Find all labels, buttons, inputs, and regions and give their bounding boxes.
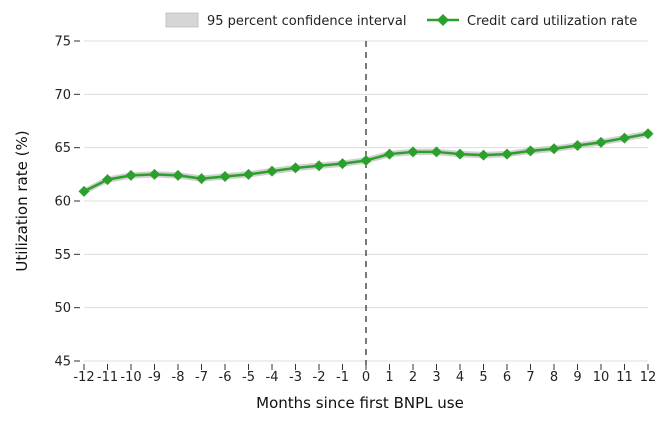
legend-series-marker-icon — [437, 14, 449, 26]
data-point-marker — [619, 132, 630, 144]
x-tick-label: -3 — [289, 370, 302, 385]
y-tick-label: 50 — [54, 301, 71, 316]
data-point-marker — [431, 146, 442, 158]
y-axis: 45 50 55 60 65 70 75 — [54, 35, 80, 370]
data-point-marker — [172, 169, 184, 181]
x-tick-label: 11 — [616, 370, 633, 385]
data-point-marker — [360, 154, 372, 166]
marker-layer — [78, 128, 654, 197]
data-point-marker — [219, 170, 231, 182]
data-point-marker — [384, 148, 395, 160]
data-point-marker — [407, 146, 419, 158]
x-tick-label: -8 — [172, 370, 185, 385]
x-tick-label: 12 — [640, 370, 657, 385]
data-point-marker — [243, 168, 254, 180]
x-tick-label: -6 — [219, 370, 232, 385]
data-point-marker — [572, 140, 583, 152]
legend: 95 percent confidence interval Credit ca… — [165, 12, 637, 29]
data-point-marker — [642, 128, 654, 140]
data-point-marker — [78, 185, 90, 197]
x-tick-label: 6 — [503, 370, 511, 385]
legend-band-swatch — [165, 12, 199, 28]
x-tick-label: -9 — [148, 370, 161, 385]
x-tick-label: 4 — [456, 370, 464, 385]
data-point-marker — [337, 158, 348, 170]
x-tick-label: 3 — [432, 370, 440, 385]
data-point-marker — [102, 174, 113, 186]
x-axis: -12 -11 -10 -9 -8 -7 -6 -5 -4 -3 -2 -1 0 1 2 3 4 5 6 7 8 9 10 1… — [73, 364, 656, 385]
x-tick-label: 8 — [550, 370, 558, 385]
y-tick-label: 45 — [54, 355, 71, 370]
x-tick-label: 2 — [409, 370, 417, 385]
data-point-marker — [125, 169, 137, 181]
x-tick-label: -2 — [313, 370, 326, 385]
legend-series-label: Credit card utilization rate — [467, 14, 637, 29]
y-tick-label: 60 — [54, 195, 71, 210]
x-tick-label: -12 — [73, 370, 94, 385]
x-tick-label: 1 — [385, 370, 393, 385]
y-tick-label: 55 — [54, 248, 71, 263]
x-tick-label: -5 — [242, 370, 255, 385]
data-point-marker — [525, 145, 536, 157]
data-point-marker — [196, 173, 207, 185]
y-tick-label: 65 — [54, 141, 71, 156]
data-point-marker — [501, 148, 513, 160]
x-axis-label: Months since first BNPL use — [256, 394, 464, 412]
data-point-marker — [478, 149, 489, 161]
y-axis-label: Utilization rate (%) — [13, 130, 31, 271]
x-tick-label: 0 — [362, 370, 370, 385]
data-point-marker — [266, 165, 278, 177]
data-point-marker — [548, 143, 560, 155]
data-point-marker — [149, 168, 160, 180]
x-tick-label: -10 — [120, 370, 141, 385]
legend-band-label: 95 percent confidence interval — [207, 14, 406, 29]
data-point-marker — [454, 148, 466, 160]
x-tick-label: 9 — [573, 370, 581, 385]
y-tick-label: 75 — [54, 35, 71, 50]
data-point-marker — [313, 160, 325, 172]
x-tick-label: 10 — [593, 370, 610, 385]
data-point-marker — [595, 136, 607, 148]
x-tick-label: -11 — [97, 370, 118, 385]
y-tick-label: 70 — [54, 88, 71, 103]
x-tick-label: -7 — [195, 370, 208, 385]
data-point-marker — [290, 162, 301, 174]
x-tick-label: 5 — [479, 370, 487, 385]
x-tick-label: -4 — [266, 370, 279, 385]
x-tick-label: 7 — [526, 370, 534, 385]
x-tick-label: -1 — [336, 370, 349, 385]
